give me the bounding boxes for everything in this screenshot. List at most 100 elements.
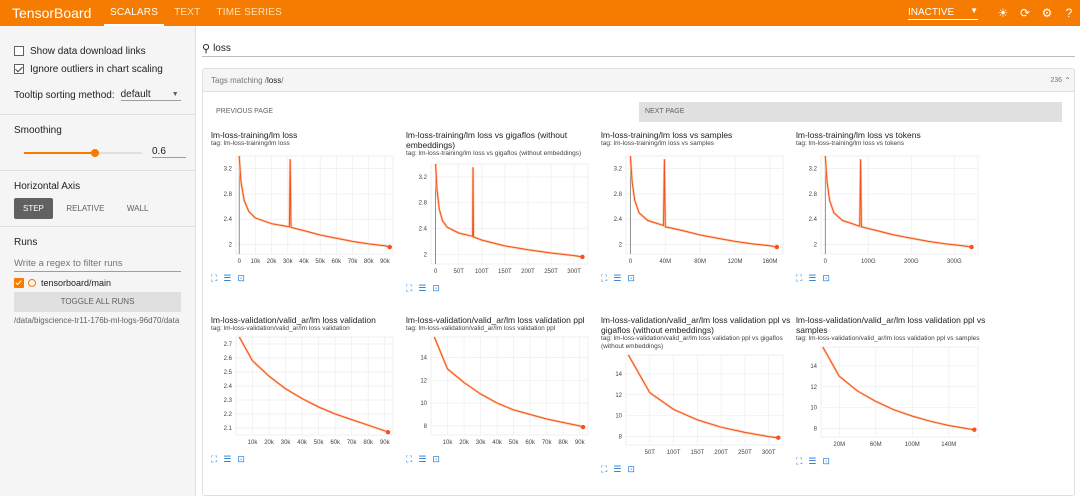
data-table-icon[interactable]: ☰	[808, 455, 817, 466]
x-tick-label: 200T	[521, 269, 535, 275]
data-table-icon[interactable]: ☰	[418, 453, 427, 464]
smoothed-series-line	[629, 155, 777, 248]
tooltip-sorting-value: default	[120, 89, 151, 100]
chart-title: lm-loss-training/lm loss vs tokens	[796, 130, 921, 140]
axis-relative-button[interactable]: RELATIVE	[66, 204, 105, 213]
expand-icon[interactable]: ⛶	[796, 455, 803, 466]
smoothing-input[interactable]: 0.6	[152, 146, 186, 158]
data-table-icon[interactable]: ☰	[613, 463, 622, 474]
tooltip-sorting-row: Tooltip sorting method: default ▼	[14, 82, 181, 108]
x-tick-label: 50k	[315, 259, 326, 265]
next-page-button[interactable]: NEXT PAGE	[639, 102, 1062, 122]
tag-group-header[interactable]: Tags matching / loss/ 236 ⌃	[203, 69, 1074, 92]
checkbox-box-checked[interactable]	[14, 64, 24, 74]
y-tick-label: 2	[619, 243, 623, 249]
theme-sun-icon[interactable]: ☀	[997, 6, 1009, 20]
data-table-icon[interactable]: ☰	[808, 272, 817, 283]
x-tick-label: 90k	[380, 259, 391, 265]
expand-icon[interactable]: ⛶	[211, 272, 218, 283]
chart-card: lm-loss-training/lm loss vs gigaflos (wi…	[406, 130, 596, 293]
expand-icon[interactable]: ⛶	[601, 463, 608, 474]
chart-plot[interactable]: 2.1 2.2 2.3 2.4 2.5 2.6 2.7 10k 20k 30k 40k 50k 60k 7…	[211, 333, 401, 449]
checkbox-box[interactable]	[14, 46, 24, 56]
header-prefix: Tags matching /	[211, 75, 268, 85]
chart-tag: tag: lm-loss-training/lm loss vs gigaflo…	[406, 150, 582, 157]
expand-icon[interactable]: ⛶	[601, 272, 608, 283]
tab-text[interactable]: TEXT	[174, 7, 201, 18]
fit-domain-icon[interactable]: ⊡	[237, 272, 245, 283]
tooltip-sorting-select[interactable]: default ▼	[120, 89, 181, 101]
chart-plot[interactable]: 2 2.4 2.8 3.2 0 10k 20k 30k 40k 50k 60k 70k 80k 90k	[211, 148, 401, 268]
chart-title: lm-loss-training/lm loss vs gigaflos (wi…	[406, 130, 568, 150]
run-row[interactable]: tensorboard/main	[14, 278, 181, 288]
x-tick-label: 160M	[762, 259, 777, 265]
fit-domain-icon[interactable]: ⊡	[432, 282, 440, 293]
runs-filter-input[interactable]: Write a regex to filter runs	[14, 258, 181, 272]
last-point-marker	[580, 424, 586, 430]
chevron-up-icon[interactable]: ⌃	[1064, 75, 1071, 85]
x-tick-label: 50T	[645, 450, 656, 456]
status-select[interactable]: INACTIVE ▼	[908, 6, 978, 20]
runs-label: Runs	[14, 237, 38, 248]
x-tick-label: 70k	[347, 440, 358, 446]
chart-actions: ⛶ ☰ ⊡	[601, 464, 791, 474]
help-icon[interactable]: ?	[1065, 6, 1073, 20]
y-tick-label: 3.2	[419, 175, 428, 181]
fit-domain-icon[interactable]: ⊡	[432, 453, 440, 464]
data-table-icon[interactable]: ☰	[223, 272, 232, 283]
expand-icon[interactable]: ⛶	[406, 453, 413, 464]
ignore-outliers-checkbox[interactable]: Ignore outliers in chart scaling	[14, 60, 181, 78]
y-tick-label: 12	[810, 385, 817, 391]
x-tick-label: 60k	[330, 440, 341, 446]
fit-domain-icon[interactable]: ⊡	[627, 463, 635, 474]
chart-actions: ⛶ ☰ ⊡	[406, 283, 596, 293]
plot-area	[430, 163, 589, 265]
chart-plot[interactable]: 8 10 12 14 10k 20k 30k 40k 50k 60k 70k 80k 90k	[406, 333, 596, 449]
data-table-icon[interactable]: ☰	[418, 282, 427, 293]
data-table-icon[interactable]: ☰	[223, 453, 232, 464]
run-checkbox[interactable]	[14, 278, 24, 288]
previous-page-button[interactable]: PREVIOUS PAGE	[216, 108, 274, 115]
x-tick-label: 20k	[267, 259, 278, 265]
refresh-icon[interactable]: ⟳	[1019, 6, 1031, 20]
y-tick-label: 2.4	[224, 217, 233, 223]
smoothed-series-line	[822, 346, 975, 431]
chart-card: lm-loss-training/lm loss vs samples tag:…	[601, 130, 791, 283]
toggle-all-runs-button[interactable]: TOGGLE ALL RUNS	[14, 292, 181, 312]
expand-icon[interactable]: ⛶	[796, 272, 803, 283]
fit-domain-icon[interactable]: ⊡	[822, 455, 830, 466]
tab-scalars[interactable]: SCALARS	[104, 0, 165, 26]
smoothed-series-line	[824, 155, 972, 248]
expand-icon[interactable]: ⛶	[211, 453, 218, 464]
chart-plot[interactable]: 2 2.4 2.8 3.2 0 100G 200G 300G	[796, 148, 986, 268]
chart-title: lm-loss-validation/valid_ar/lm loss vali…	[211, 315, 376, 325]
show-download-checkbox[interactable]: Show data download links	[14, 42, 181, 60]
x-tick-label: 40k	[492, 440, 503, 446]
chevron-down-icon: ▼	[171, 91, 179, 98]
axis-wall-button[interactable]: WALL	[126, 204, 149, 213]
chart-title: lm-loss-validation/valid_ar/lm loss vali…	[406, 315, 585, 325]
smoothing-section: Smoothing 0.6	[0, 115, 195, 171]
fit-domain-icon[interactable]: ⊡	[237, 453, 245, 464]
chart-tag: tag: lm-loss-validation/valid_ar/lm loss…	[796, 335, 980, 342]
chart-actions: ⛶ ☰ ⊡	[406, 454, 596, 464]
smoothing-slider-thumb[interactable]	[90, 149, 99, 157]
x-tick-label: 50k	[314, 440, 325, 446]
chart-plot[interactable]: 2 2.4 2.8 3.2 0 50T 100T 150T 200T 250T 300T	[406, 158, 596, 278]
gear-icon[interactable]: ⚙	[1041, 6, 1053, 20]
axis-step-button[interactable]: STEP	[14, 198, 53, 219]
fit-domain-icon[interactable]: ⊡	[627, 272, 635, 283]
expand-icon[interactable]: ⛶	[406, 282, 413, 293]
tag-search-bar[interactable]: ⚲ loss	[202, 40, 1075, 57]
run-color-circle-icon[interactable]	[28, 279, 36, 287]
last-point-marker	[969, 244, 974, 250]
fit-domain-icon[interactable]: ⊡	[822, 272, 830, 283]
y-tick-label: 2.1	[224, 426, 233, 432]
chart-plot[interactable]: 8 10 12 14 20M 60M 100M 140M	[796, 343, 986, 451]
data-table-icon[interactable]: ☰	[613, 272, 622, 283]
chart-plot[interactable]: 2 2.4 2.8 3.2 0 40M 80M 120M 160M	[601, 148, 791, 268]
chart-plot[interactable]: 8 10 12 14 50T 100T 150T 200T 250T 300T	[601, 351, 791, 459]
tab-time-series[interactable]: TIME SERIES	[216, 7, 282, 18]
search-input[interactable]: loss	[213, 42, 231, 54]
x-tick-label: 200T	[714, 450, 728, 456]
